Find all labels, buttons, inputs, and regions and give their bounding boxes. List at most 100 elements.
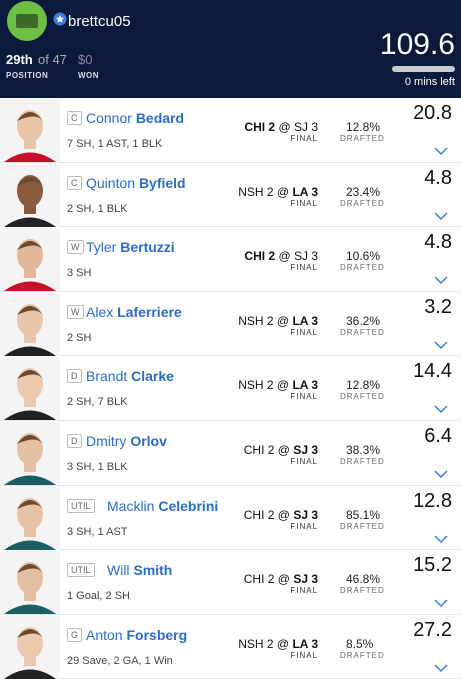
drafted-label: DRAFTED (340, 521, 385, 531)
player-name[interactable]: Brandt Clarke (86, 368, 174, 384)
player-row[interactable]: D Brandt Clarke 2 SH, 7 BLK NSH 2 @ LA 3 FIN… (0, 356, 461, 421)
away-team: NSH 2 (238, 184, 274, 199)
last-name: Orlov (130, 433, 167, 449)
player-row[interactable]: W Alex Laferriere 2 SH NSH 2 @ LA 3 FINAL 36.… (0, 292, 461, 357)
fantasy-points: 3.2 (424, 295, 452, 318)
player-row[interactable]: D Dmitry Orlov 3 SH, 1 BLK CHI 2 @ SJ 3 FINA… (0, 421, 461, 486)
player-stats: 7 SH, 1 AST, 1 BLK (67, 138, 163, 150)
home-team: LA 3 (292, 313, 318, 328)
drafted-label: DRAFTED (340, 134, 385, 143)
player-stats: 29 Save, 2 GA, 1 Win (67, 654, 173, 667)
first-name: Will (107, 562, 130, 579)
player-name[interactable]: Quinton Byfield (86, 175, 186, 191)
home-team: LA 3 (292, 636, 318, 651)
away-team: NSH 2 (238, 636, 274, 651)
game-status: FINAL (290, 263, 318, 273)
home-team: LA 3 (292, 184, 318, 199)
game-status: FINAL (290, 327, 318, 337)
drafted-label: DRAFTED (340, 650, 385, 660)
headshot (0, 357, 60, 421)
fantasy-points: 4.8 (424, 166, 452, 189)
drafted-label: DRAFTED (340, 327, 385, 337)
game-sep: @ (277, 443, 290, 457)
expand-chevron[interactable] (434, 470, 448, 479)
expand-chevron[interactable] (434, 599, 448, 608)
player-name[interactable]: Dmitry Orlov (86, 433, 167, 449)
home-team: SJ 3 (293, 249, 318, 264)
player-row[interactable]: W Tyler Bertuzzi 3 SH CHI 2 @ SJ 3 FINAL 10.6… (0, 227, 461, 292)
away-team: CHI 2 (244, 120, 276, 134)
away-team: NSH 2 (238, 378, 274, 393)
player-name[interactable]: Alex Laferriere (86, 304, 182, 320)
drafted-pct: 46.8% (346, 572, 381, 587)
headshot (0, 163, 60, 227)
game-status: FINAL (290, 521, 318, 531)
headshot (0, 228, 60, 292)
position-badge: D (67, 434, 82, 448)
home-team: SJ 3 (293, 507, 318, 522)
home-team: LA 3 (292, 378, 318, 393)
last-name: Bedard (135, 110, 185, 126)
player-row[interactable]: C Connor Bedard 7 SH, 1 AST, 1 BLK CHI 2 @ … (0, 98, 461, 163)
player-row[interactable]: G Anton Forsberg 29 Save, 2 GA, 1 Win NSH 2… (0, 615, 461, 680)
away-team: CHI 2 (243, 443, 275, 457)
player-stats: 2 SH, 1 BLK (67, 202, 128, 215)
game-score: CHI 2 @ SJ 3 (244, 249, 318, 263)
headshot (0, 99, 60, 162)
drafted-pct: 12.8% (346, 120, 381, 134)
rank-label: POSITION (6, 71, 49, 80)
headshot (0, 422, 60, 485)
drafted-label: DRAFTED (340, 457, 385, 466)
expand-chevron[interactable] (434, 664, 448, 673)
player-stats: 1 Goal, 2 SH (67, 590, 130, 603)
game-status: FINAL (290, 586, 318, 596)
avatar (7, 1, 47, 41)
position-badge: C (67, 175, 82, 190)
game-status: FINAL (290, 457, 318, 466)
game-score: CHI 2 @ SJ 3 (244, 120, 318, 134)
headshot (0, 292, 60, 356)
drafted-pct: 10.6% (346, 249, 381, 264)
position-badge: G (67, 627, 83, 642)
expand-chevron[interactable] (434, 212, 448, 221)
home-team: SJ 3 (293, 572, 318, 587)
won-label: WON (78, 71, 100, 80)
drafted-pct: 8.5% (346, 636, 374, 651)
position-badge: UTIL (67, 563, 95, 578)
position-badge: W (67, 240, 84, 255)
expand-chevron[interactable] (434, 341, 448, 350)
star-icon (53, 12, 67, 26)
expand-chevron[interactable] (434, 276, 448, 285)
fantasy-points: 14.4 (413, 360, 452, 383)
last-name: Bertuzzi (120, 239, 175, 256)
score: 109.6 (379, 28, 455, 61)
player-name[interactable]: Macklin Celebrini (107, 498, 218, 514)
fantasy-points: 20.8 (413, 102, 452, 124)
time-left: 0 mins left (404, 76, 455, 88)
fantasy-points: 4.8 (424, 231, 452, 254)
position-badge: W (67, 304, 84, 319)
player-stats: 2 SH, 7 BLK (67, 396, 128, 409)
headshot (0, 486, 60, 550)
progress-bar (392, 66, 455, 72)
player-row[interactable]: UTIL Macklin Celebrini 3 SH, 1 AST CHI 2 @ … (0, 486, 461, 551)
player-row[interactable]: UTIL Will Smith 1 Goal, 2 SH CHI 2 @ SJ 3 FI… (0, 550, 461, 615)
expand-chevron[interactable] (434, 535, 448, 544)
last-name: Celebrini (158, 497, 219, 514)
player-name[interactable]: Tyler Bertuzzi (86, 239, 175, 255)
player-name[interactable]: Anton Forsberg (86, 627, 187, 643)
game-sep: @ (278, 120, 291, 134)
drafted-label: DRAFTED (340, 198, 385, 208)
headshot (0, 551, 60, 615)
drafted-label: DRAFTED (340, 263, 385, 273)
drafted-pct: 12.8% (346, 378, 381, 393)
player-name[interactable]: Connor Bedard (86, 110, 184, 126)
player-name[interactable]: Will Smith (107, 562, 172, 578)
game-status: FINAL (290, 650, 318, 660)
fantasy-points: 12.8 (413, 489, 452, 512)
expand-chevron[interactable] (434, 147, 448, 156)
expand-chevron[interactable] (434, 405, 448, 414)
username[interactable]: brettcu05 (68, 13, 131, 30)
